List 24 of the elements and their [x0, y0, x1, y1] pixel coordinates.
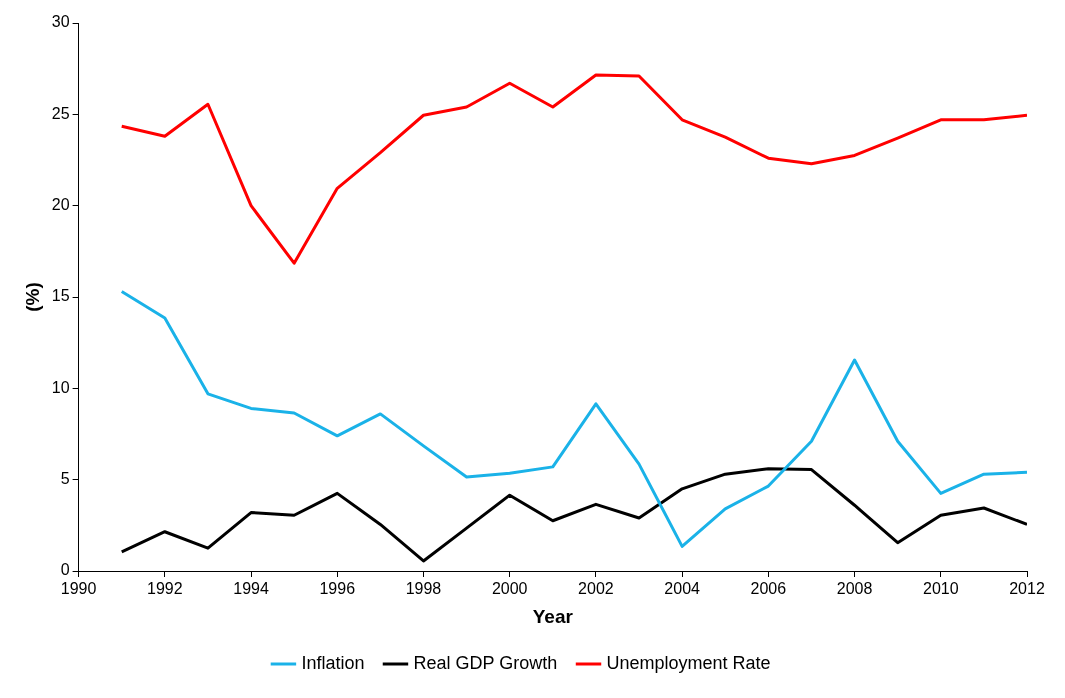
x-tick-label: 2002	[578, 580, 614, 598]
x-tick-label: 1996	[319, 580, 356, 598]
legend-label: Real GDP Growth	[413, 652, 558, 673]
y-axis-title: (%)	[21, 282, 43, 312]
x-tick-label: 2010	[922, 580, 959, 598]
x-tick-label: 2000	[491, 580, 528, 598]
y-tick-label: 20	[51, 196, 70, 214]
x-tick-label: 1992	[147, 580, 183, 598]
x-axis-title: Year	[532, 605, 574, 627]
y-tick-label: 10	[51, 378, 70, 396]
x-tick-label: 2006	[750, 580, 787, 598]
y-tick-label: 0	[60, 561, 70, 579]
x-tick-label: 1994	[233, 580, 269, 598]
y-tick-label: 30	[51, 13, 70, 31]
y-tick-label: 15	[51, 287, 70, 305]
x-tick-label: 1998	[405, 580, 442, 598]
x-tick-label: 1990	[60, 580, 97, 598]
y-tick-label: 5	[60, 470, 70, 488]
x-tick-label: 2008	[836, 580, 873, 598]
legend-label: Inflation	[301, 652, 365, 673]
x-tick-label: 2004	[664, 580, 701, 598]
x-tick-label: 2012	[1009, 580, 1045, 598]
y-tick-label: 25	[51, 104, 70, 122]
legend-label: Unemployment Rate	[606, 652, 771, 673]
